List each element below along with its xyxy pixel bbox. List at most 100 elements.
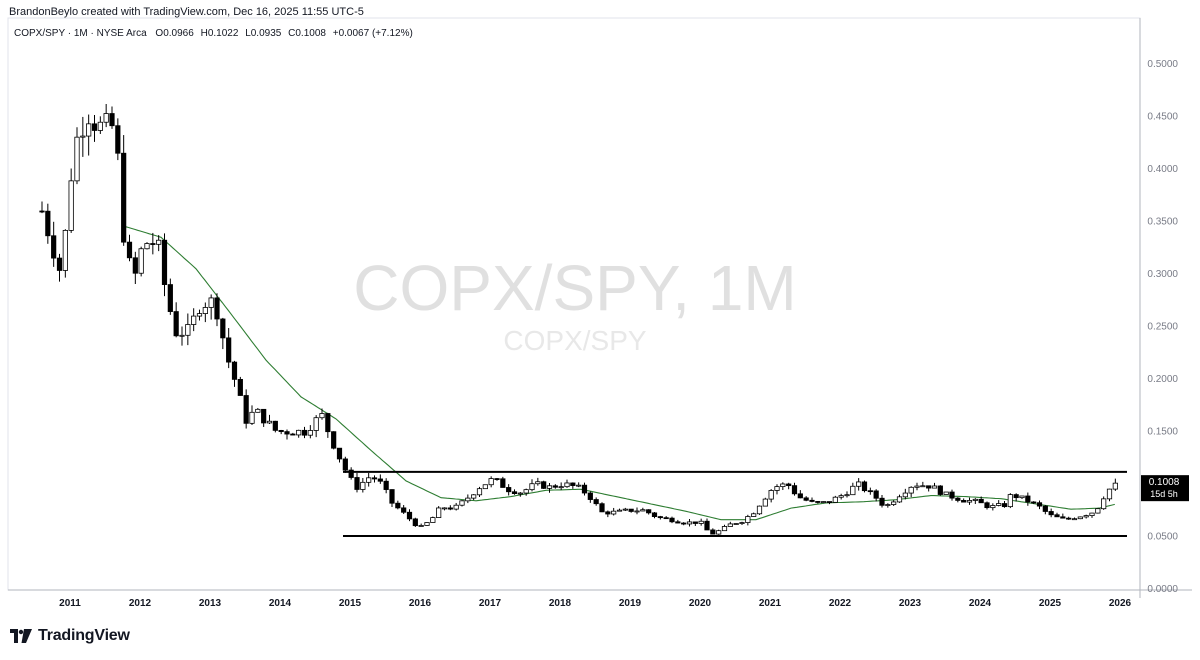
candle-body	[622, 508, 628, 511]
candle-body	[774, 486, 780, 491]
candle-body	[640, 509, 646, 512]
candle-body	[348, 469, 354, 478]
candle-body	[762, 498, 768, 507]
candle-body	[698, 520, 704, 524]
x-tick-label: 2018	[549, 598, 572, 609]
candle-body	[366, 477, 372, 483]
candle-body	[634, 510, 640, 513]
candle-body	[325, 413, 331, 433]
candle-body	[406, 511, 413, 520]
candle-body	[593, 499, 599, 505]
candle-body	[220, 318, 226, 339]
candle-body	[109, 113, 115, 127]
y-tick-label: 0.3500	[1147, 217, 1178, 228]
candle-body	[546, 485, 553, 489]
candle-body	[313, 417, 319, 431]
candle-body	[51, 235, 57, 259]
candle-body	[360, 481, 366, 490]
watermark-subtitle: COPX/SPY	[503, 325, 646, 356]
candle-body	[517, 492, 523, 495]
x-tick-label: 2024	[969, 598, 992, 609]
candle-body	[202, 307, 208, 314]
credit-line: BrandonBeylo created with TradingView.co…	[9, 6, 364, 18]
tradingview-logo-icon	[10, 629, 32, 643]
candle-body	[832, 496, 838, 503]
bar-countdown: 15d 5h	[1150, 489, 1178, 499]
candle-body	[576, 484, 582, 487]
candle-body	[902, 492, 908, 498]
candle-body	[494, 478, 500, 480]
candle-body	[377, 478, 383, 482]
candle-body	[500, 478, 506, 488]
candle-body	[809, 499, 815, 502]
candle-body	[39, 210, 45, 213]
legend-low-label: L	[245, 28, 251, 39]
candle-body	[686, 521, 693, 525]
candle-body	[681, 522, 687, 525]
candle-body	[441, 507, 448, 510]
candle-body	[412, 518, 418, 527]
candle-body	[307, 430, 313, 436]
candle-body	[879, 497, 885, 506]
candle-body	[803, 497, 809, 501]
candle-body	[669, 517, 675, 523]
candle-body	[447, 507, 453, 510]
candle-body	[745, 516, 751, 523]
tradingview-brand[interactable]: TradingView	[10, 627, 130, 645]
legend-close-value: 0.1008	[295, 28, 326, 39]
candle-body	[336, 447, 343, 460]
candle-body	[558, 486, 564, 489]
candle-body	[978, 498, 984, 504]
candle-body	[290, 433, 296, 436]
candle-body	[581, 484, 588, 494]
candle-body	[651, 512, 658, 518]
candle-body	[529, 483, 535, 491]
candle-body	[896, 496, 903, 503]
candle-body	[972, 498, 978, 501]
candle-body	[167, 284, 173, 312]
candle-body	[1036, 502, 1043, 507]
x-tick-label: 2023	[899, 598, 922, 609]
legend-open-label: O	[155, 28, 164, 39]
price-chart[interactable]: COPX/SPY, 1M COPX/SPY 0.5000 0.4500 0.4000…	[0, 0, 1200, 615]
candle-body	[891, 501, 897, 505]
x-tick-label: 2026	[1109, 598, 1132, 609]
candle-body	[68, 180, 74, 231]
candle-body	[144, 243, 150, 250]
candle-body	[552, 485, 558, 488]
candle-body	[704, 520, 710, 531]
candle-body	[56, 257, 63, 271]
candle-body	[319, 413, 325, 419]
candle-body	[966, 500, 973, 503]
candle-body	[844, 494, 850, 497]
x-tick-label: 2021	[759, 598, 782, 609]
candle-body	[342, 458, 348, 471]
candle-body	[371, 477, 378, 480]
candle-body	[1042, 505, 1048, 512]
horizontal-levels	[343, 470, 1127, 537]
candle-body	[272, 420, 278, 431]
candle-body	[949, 491, 955, 499]
candle-body	[97, 121, 103, 131]
candle-body	[856, 481, 862, 487]
legend-low-value: 0.0935	[250, 28, 282, 39]
candle-body	[453, 504, 459, 510]
candle-body	[1007, 494, 1013, 508]
candle-body	[797, 493, 803, 499]
y-tick-label: 0.5000	[1147, 59, 1178, 70]
candle-body	[605, 511, 611, 515]
y-tick-label: 0.1500	[1147, 427, 1178, 438]
x-tick-label: 2019	[619, 598, 642, 609]
candle-body	[255, 408, 261, 413]
candle-body	[173, 311, 179, 337]
candle-body	[943, 491, 949, 495]
legend-symbol[interactable]: COPX/SPY · 1M · NYSE Arca	[14, 28, 147, 39]
y-tick-label: 0.4500	[1147, 112, 1178, 123]
candle-body	[424, 522, 430, 526]
candle-body	[535, 481, 541, 485]
watermark-title: COPX/SPY, 1M	[353, 252, 796, 324]
candle-body	[826, 501, 833, 503]
candle-body	[692, 521, 698, 524]
candle-body	[821, 501, 827, 503]
candle-body	[541, 481, 547, 489]
